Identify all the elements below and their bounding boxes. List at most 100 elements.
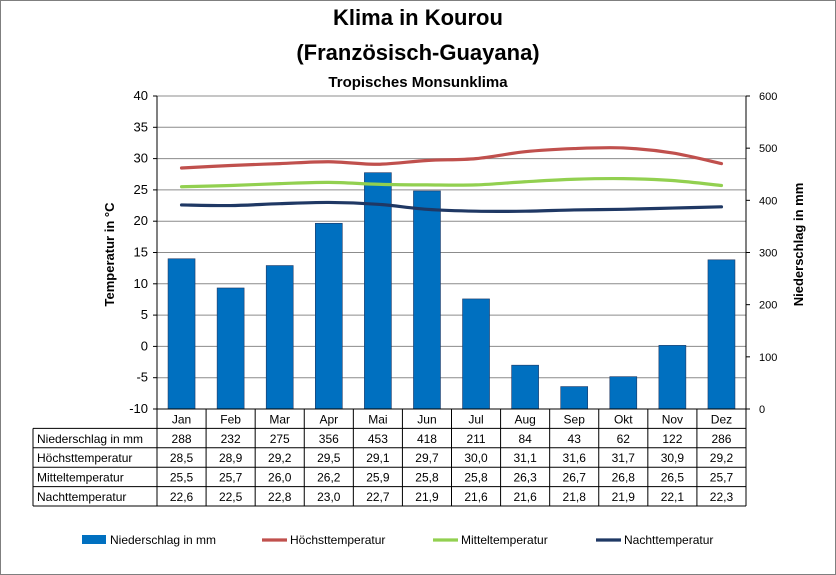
x-tick-label: Sep [564, 412, 586, 426]
right-tick-label: 600 [759, 91, 777, 103]
left-tick-label: 30 [134, 151, 148, 166]
data-label-Mitteltemperatur-Jan: 25,5 [170, 471, 194, 485]
data-label-Mitteltemperatur-Okt: 26,8 [612, 471, 636, 485]
data-label-Nachttemperatur-Mai: 22,7 [366, 490, 390, 504]
bar-Sep [560, 386, 589, 410]
data-label-Höchsttemperatur-Jan: 28,5 [170, 451, 194, 465]
data-label-Mitteltemperatur-Dez: 25,7 [710, 471, 734, 485]
right-tick-label: 0 [759, 404, 765, 416]
data-label-Niederschlag in mm-Sep: 43 [568, 432, 582, 446]
data-label-Nachttemperatur-Jul: 21,6 [464, 490, 488, 504]
data-label-Mitteltemperatur-Mai: 25,9 [366, 471, 390, 485]
data-label-Nachttemperatur-Sep: 21,8 [563, 490, 587, 504]
table-row-label: Niederschlag in mm [37, 432, 143, 446]
data-label-Nachttemperatur-Jan: 22,6 [170, 490, 194, 504]
bar-Mar [265, 265, 294, 410]
bar-Nov [658, 345, 687, 410]
table-row-label: Höchsttemperatur [37, 451, 132, 465]
data-label-Niederschlag in mm-Mai: 453 [368, 432, 388, 446]
data-label-Niederschlag in mm-Jan: 288 [172, 432, 192, 446]
bar-Feb [216, 287, 245, 410]
bar-Dez [707, 259, 736, 410]
data-label-Mitteltemperatur-Jun: 25,8 [415, 471, 439, 485]
data-label-Nachttemperatur-Jun: 21,9 [415, 490, 439, 504]
data-label-Höchsttemperatur-Sep: 31,6 [563, 451, 587, 465]
data-label-Niederschlag in mm-Nov: 122 [662, 432, 682, 446]
data-label-Nachttemperatur-Mar: 22,8 [268, 490, 292, 504]
data-label-Niederschlag in mm-Feb: 232 [221, 432, 241, 446]
right-tick-label: 500 [759, 143, 777, 155]
x-tick-label: Okt [614, 412, 633, 426]
left-tick-label: 20 [134, 213, 148, 228]
data-label-Höchsttemperatur-Okt: 31,7 [612, 451, 636, 465]
table-row-label: Mitteltemperatur [37, 471, 124, 485]
bar-Jan [167, 258, 196, 410]
left-tick-label: 15 [134, 245, 148, 260]
data-label-Mitteltemperatur-Feb: 25,7 [219, 471, 243, 485]
data-label-Höchsttemperatur-Feb: 28,9 [219, 451, 243, 465]
y-axis-right-title: Niederschlag in mm [791, 183, 806, 307]
bar-Apr [314, 222, 343, 410]
line-Höchsttemperatur [179, 146, 724, 170]
data-label-Mitteltemperatur-Sep: 26,7 [563, 471, 587, 485]
data-label-Höchsttemperatur-Apr: 29,5 [317, 451, 341, 465]
bar-Aug [511, 364, 539, 410]
data-label-Höchsttemperatur-Mar: 29,2 [268, 451, 292, 465]
legend-swatch-Niederschlag in mm [82, 535, 106, 544]
x-tick-label: Nov [662, 412, 683, 426]
right-tick-label: 400 [759, 195, 777, 207]
table-row-label: Nachttemperatur [37, 490, 126, 504]
data-label-Höchsttemperatur-Mai: 29,1 [366, 451, 390, 465]
legend-label: Nachttemperatur [624, 533, 713, 547]
chart-title-line2: (Französisch-Guayana) [296, 40, 540, 65]
x-tick-label: Apr [319, 412, 338, 426]
data-label-Mitteltemperatur-Mar: 26,0 [268, 471, 292, 485]
bar-Jun [413, 190, 441, 410]
x-tick-label: Dez [711, 412, 732, 426]
data-label-Niederschlag in mm-Okt: 62 [617, 432, 631, 446]
left-tick-label: 5 [141, 307, 148, 322]
data-label-Niederschlag in mm-Dez: 286 [711, 432, 731, 446]
x-tick-label: Mar [269, 412, 290, 426]
right-tick-label: 300 [759, 248, 777, 260]
legend-label: Mitteltemperatur [461, 533, 548, 547]
data-label-Mitteltemperatur-Apr: 26,2 [317, 471, 341, 485]
left-tick-label: 25 [134, 182, 148, 197]
data-label-Mitteltemperatur-Nov: 26,5 [661, 471, 685, 485]
data-label-Nachttemperatur-Apr: 23,0 [317, 490, 341, 504]
x-tick-label: Feb [220, 412, 241, 426]
legend-label: Niederschlag in mm [110, 533, 216, 547]
y-axis-left-title: Temperatur in °C [102, 202, 117, 307]
data-label-Niederschlag in mm-Jul: 211 [466, 432, 485, 446]
right-tick-label: 100 [759, 352, 777, 364]
data-label-Höchsttemperatur-Aug: 31,1 [513, 451, 537, 465]
data-label-Nachttemperatur-Dez: 22,3 [710, 490, 734, 504]
left-tick-label: -10 [129, 401, 148, 416]
data-label-Höchsttemperatur-Jun: 29,7 [415, 451, 439, 465]
chart-title: Klima in Kourou [333, 5, 503, 30]
data-label-Mitteltemperatur-Aug: 26,3 [513, 471, 537, 485]
line-Mitteltemperatur [179, 176, 724, 189]
data-label-Mitteltemperatur-Jul: 25,8 [464, 471, 488, 485]
data-label-Höchsttemperatur-Dez: 29,2 [710, 451, 734, 465]
left-tick-label: 10 [134, 276, 148, 291]
x-tick-label: Mai [368, 412, 387, 426]
line-Nachttemperatur [179, 200, 724, 213]
left-tick-label: 40 [134, 88, 148, 103]
left-tick-label: -5 [136, 370, 148, 385]
left-tick-label: 35 [134, 119, 148, 134]
bar-Okt [609, 376, 638, 410]
x-tick-label: Jul [468, 412, 483, 426]
right-tick-label: 200 [759, 300, 777, 312]
data-label-Niederschlag in mm-Mar: 275 [270, 432, 290, 446]
data-label-Höchsttemperatur-Nov: 30,9 [661, 451, 685, 465]
data-label-Höchsttemperatur-Jul: 30,0 [464, 451, 488, 465]
bar-Jul [462, 298, 490, 410]
x-tick-label: Jun [417, 412, 436, 426]
bar-Mai [364, 172, 392, 410]
left-tick-label: 0 [141, 338, 148, 353]
data-label-Niederschlag in mm-Jun: 418 [417, 432, 437, 446]
x-tick-label: Aug [514, 412, 535, 426]
data-label-Nachttemperatur-Okt: 21,9 [612, 490, 636, 504]
